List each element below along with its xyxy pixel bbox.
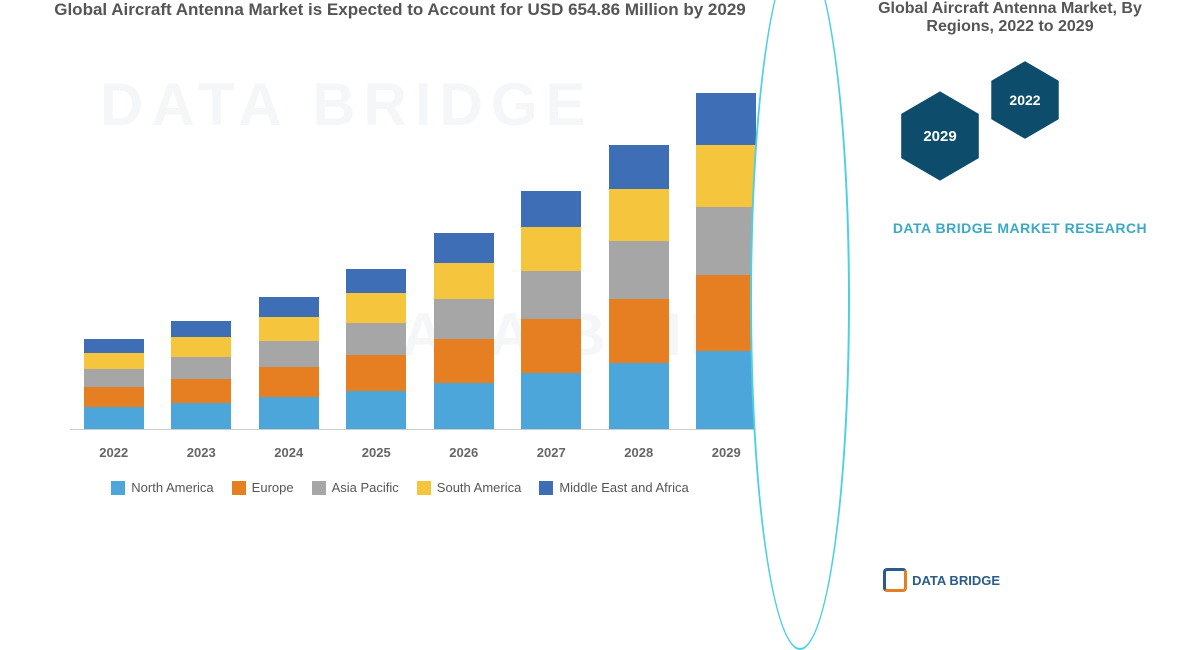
bar-group bbox=[84, 339, 144, 429]
hex-badge: 2029 bbox=[900, 90, 980, 182]
bar-segment bbox=[696, 207, 756, 275]
legend-label: Europe bbox=[252, 480, 294, 495]
bar-segment bbox=[346, 391, 406, 429]
bar-group bbox=[521, 191, 581, 429]
bar-segment bbox=[696, 145, 756, 207]
legend-swatch bbox=[111, 481, 125, 495]
x-axis-label: 2027 bbox=[521, 445, 581, 460]
x-axis-label: 2028 bbox=[609, 445, 669, 460]
panel-divider bbox=[750, 0, 850, 650]
x-axis-label: 2026 bbox=[434, 445, 494, 460]
legend-item: Asia Pacific bbox=[312, 480, 399, 495]
x-axis-label: 2022 bbox=[84, 445, 144, 460]
main-container: Global Aircraft Antenna Market is Expect… bbox=[0, 0, 1200, 600]
bar-segment bbox=[609, 189, 669, 241]
brand-label: DATA BRIDGE MARKET RESEARCH bbox=[880, 220, 1160, 236]
legend-label: Middle East and Africa bbox=[559, 480, 688, 495]
legend-label: Asia Pacific bbox=[332, 480, 399, 495]
bar-segment bbox=[434, 339, 494, 383]
chart-legend: North America Europe Asia Pacific South Ame… bbox=[20, 480, 780, 495]
x-axis-label: 2029 bbox=[696, 445, 756, 460]
bar-segment bbox=[259, 397, 319, 429]
bar-segment bbox=[696, 351, 756, 429]
bar-segment bbox=[259, 341, 319, 367]
logo-icon bbox=[883, 568, 907, 592]
hex-badge: 2022 bbox=[990, 60, 1060, 140]
bar-segment bbox=[171, 357, 231, 379]
bar-segment bbox=[346, 355, 406, 391]
bar-segment bbox=[696, 93, 756, 145]
bar-segment bbox=[259, 317, 319, 341]
bar-segment bbox=[434, 299, 494, 339]
bar-segment bbox=[84, 387, 144, 407]
bar-segment bbox=[259, 367, 319, 397]
bar-segment bbox=[171, 403, 231, 429]
footer-logo: DATA BRIDGE bbox=[883, 568, 1000, 592]
bar-segment bbox=[434, 383, 494, 429]
page-title: Global Aircraft Antenna Market is Expect… bbox=[20, 0, 780, 20]
bar-segment bbox=[84, 407, 144, 429]
bar-segment bbox=[346, 293, 406, 323]
legend-label: North America bbox=[131, 480, 213, 495]
legend-item: South America bbox=[417, 480, 522, 495]
panel-title: Global Aircraft Antenna Market, By Regio… bbox=[800, 0, 1200, 36]
hex-badges: 20292022 bbox=[890, 60, 1110, 210]
x-axis-labels: 2022 2023 2024 2025 2026 2027 2028 2029 bbox=[70, 445, 770, 460]
bar-segment bbox=[84, 339, 144, 353]
bar-segment bbox=[171, 337, 231, 357]
bar-segment bbox=[609, 241, 669, 299]
bar-group bbox=[609, 145, 669, 429]
bar-segment bbox=[434, 263, 494, 299]
bars-container bbox=[70, 70, 770, 430]
bar-segment bbox=[609, 363, 669, 429]
bar-segment bbox=[696, 275, 756, 351]
x-axis-label: 2025 bbox=[346, 445, 406, 460]
legend-swatch bbox=[417, 481, 431, 495]
bar-group bbox=[171, 321, 231, 429]
bar-segment bbox=[521, 373, 581, 429]
bar-segment bbox=[521, 319, 581, 373]
stacked-bar-chart: 2022 2023 2024 2025 2026 2027 2028 2029 bbox=[40, 50, 800, 470]
legend-swatch bbox=[312, 481, 326, 495]
legend-item: Europe bbox=[232, 480, 294, 495]
bar-segment bbox=[609, 299, 669, 363]
x-axis-label: 2023 bbox=[171, 445, 231, 460]
bar-segment bbox=[171, 379, 231, 403]
bar-segment bbox=[171, 321, 231, 337]
chart-panel: Global Aircraft Antenna Market is Expect… bbox=[0, 0, 800, 600]
bar-segment bbox=[521, 227, 581, 271]
bar-group bbox=[434, 233, 494, 429]
x-axis-label: 2024 bbox=[259, 445, 319, 460]
bar-segment bbox=[84, 353, 144, 369]
bar-segment bbox=[259, 297, 319, 317]
legend-item: Middle East and Africa bbox=[539, 480, 688, 495]
legend-swatch bbox=[232, 481, 246, 495]
bar-group bbox=[696, 93, 756, 429]
bar-segment bbox=[346, 269, 406, 293]
bar-segment bbox=[521, 271, 581, 319]
bar-segment bbox=[84, 369, 144, 387]
bar-segment bbox=[609, 145, 669, 189]
footer-brand-text: DATA BRIDGE bbox=[912, 573, 1000, 588]
bar-segment bbox=[434, 233, 494, 263]
legend-swatch bbox=[539, 481, 553, 495]
legend-item: North America bbox=[111, 480, 213, 495]
bar-group bbox=[259, 297, 319, 429]
legend-label: South America bbox=[437, 480, 522, 495]
info-panel: DATA BRIDGE DATA BRIDGE Global Aircraft … bbox=[800, 0, 1200, 600]
bar-group bbox=[346, 269, 406, 429]
bar-segment bbox=[346, 323, 406, 355]
bar-segment bbox=[521, 191, 581, 227]
